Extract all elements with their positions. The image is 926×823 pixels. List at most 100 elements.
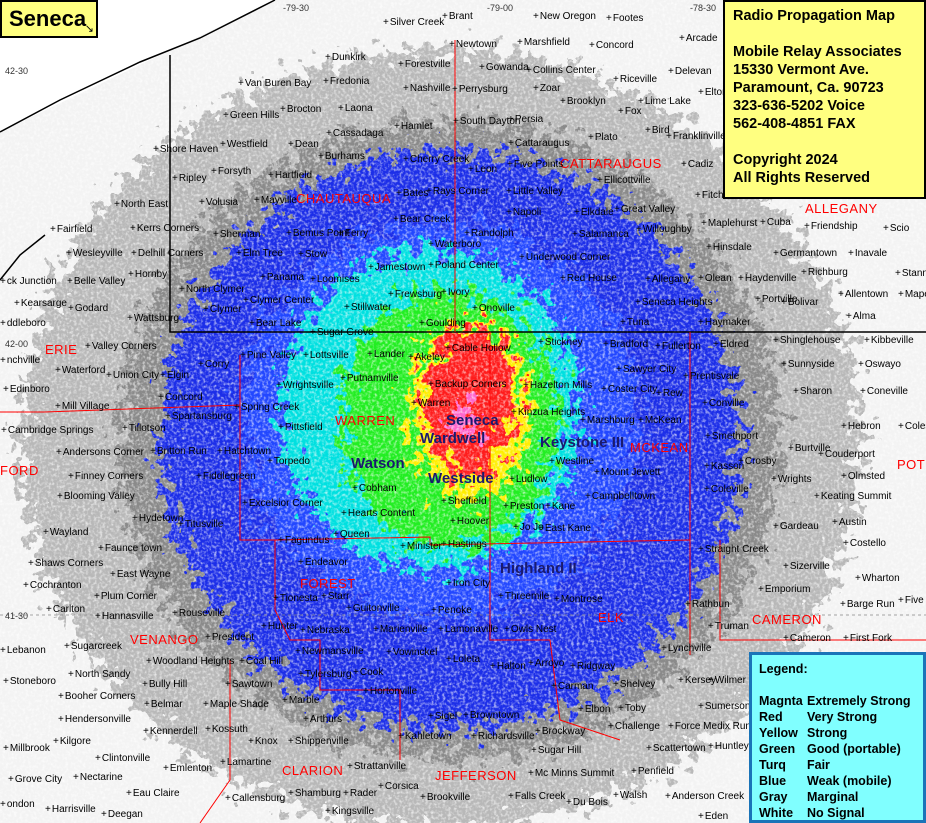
town-label: Richburg	[801, 267, 848, 278]
site-label: Wardwell	[420, 430, 486, 447]
town-label: Queen	[333, 529, 370, 540]
town-label: Napoli	[506, 207, 541, 218]
town-label: Ivory	[441, 287, 470, 298]
town-label: Wayland	[43, 527, 89, 538]
town-label: Stow	[298, 249, 327, 260]
arrow-icon: ↘	[84, 23, 94, 35]
town-label: Arthurs	[303, 714, 342, 725]
town-label: Eau Claire	[126, 788, 180, 799]
town-label: Hendersonville	[58, 714, 131, 725]
legend-row: Magnta Extremely Strong	[759, 693, 923, 709]
town-label: Kingsville	[325, 806, 374, 817]
town-label: Sigel	[428, 711, 457, 722]
town-label: Stickney	[538, 337, 583, 348]
town-label: Brockway	[535, 726, 585, 737]
town-label: Pittsfield	[278, 422, 323, 433]
town-label: Elbon	[578, 704, 611, 715]
town-label: Westfield	[220, 139, 268, 150]
town-label: Fullerton	[655, 341, 701, 352]
town-label: Tuna	[620, 317, 649, 328]
town-label: Bear Creek	[393, 214, 451, 225]
town-label: Cherry Creek	[403, 154, 469, 165]
town-label: Ripley	[172, 173, 207, 184]
town-label: North Sandy	[68, 669, 131, 680]
town-label: Kerrs Corners	[130, 223, 199, 234]
town-label: Sheffield	[441, 496, 487, 507]
town-label: Bear Lake	[249, 318, 302, 329]
town-label: Tillotson	[122, 423, 166, 434]
town-label: Pine Valley	[240, 350, 296, 361]
town-label: Coster City	[601, 384, 657, 395]
town-label: Jo Jo	[513, 522, 544, 533]
town-label: Guitonville	[346, 603, 400, 614]
town-label: Poland Center	[428, 260, 499, 271]
town-label: Perrysburg	[452, 84, 508, 95]
town-label: Salamanca	[572, 229, 629, 240]
town-label: Kersey	[678, 675, 716, 686]
county-label: JEFFERSON	[435, 768, 517, 783]
town-label: Endeavor	[298, 557, 348, 568]
town-label: Preston	[503, 501, 544, 512]
town-label: Sugar Hill	[531, 745, 581, 756]
town-label: Clymer Center	[243, 295, 314, 306]
town-label: Booher Corners	[58, 691, 136, 702]
town-label: Hoover	[450, 516, 489, 527]
town-label: Stoneboro	[3, 676, 56, 687]
town-label: Mc Minns Summit	[528, 768, 614, 779]
town-label: Scattertown	[646, 743, 706, 754]
town-label: Lamonaville	[438, 624, 498, 635]
town-label: Oswayo	[858, 359, 901, 370]
site-label: Watson	[351, 455, 405, 472]
town-label: Anderson Creek	[665, 791, 744, 802]
town-label: Loleta	[446, 654, 480, 665]
town-label: Crosby	[738, 456, 777, 467]
town-label: Arcade	[679, 33, 718, 44]
town-label: Bates	[396, 188, 429, 199]
town-label: Harrisville	[45, 804, 96, 815]
town-label: Kossuth	[205, 724, 248, 735]
legend-row: Gray Marginal	[759, 789, 923, 805]
town-label: Concord	[158, 392, 203, 403]
town-label: Jamestown	[368, 262, 426, 273]
town-label: Bird	[645, 125, 670, 136]
town-label: Mapes	[898, 289, 926, 300]
town-label: Maplehurst	[701, 218, 757, 229]
town-label: Sugar Grove	[310, 327, 374, 338]
town-label: Straight Creek	[698, 544, 769, 555]
town-label: Hamlet	[394, 121, 433, 132]
town-label: Germantown	[773, 248, 837, 259]
town-label: Sizerville	[783, 561, 830, 572]
town-label: North Clymer	[179, 284, 245, 295]
town-label: Elm Tree	[236, 248, 283, 259]
town-label: Waterford	[55, 365, 106, 376]
town-label: Gowanda	[479, 62, 529, 73]
town-label: Mayville	[254, 195, 297, 206]
town-label: Prentisvale	[683, 371, 739, 382]
legend-color-name: White	[759, 806, 794, 820]
town-label: Burhams	[318, 151, 365, 162]
info-rights: All Rights Reserved	[733, 170, 870, 186]
town-label: Akeley	[408, 352, 445, 363]
graticule-label: -78-30	[690, 3, 717, 13]
town-label: Lamartine	[220, 757, 271, 768]
town-label: Ridgway	[570, 661, 615, 672]
town-label: Vowinckel	[386, 647, 437, 658]
town-label: Bully Hill	[142, 679, 187, 690]
town-label: Cochranton	[23, 580, 82, 591]
town-label: Rader	[343, 788, 377, 799]
town-label: Silver Creek	[383, 17, 444, 28]
town-label: Delhill Corners	[131, 248, 204, 259]
town-label: Brookville	[420, 792, 470, 803]
town-label: Hortonville	[363, 686, 417, 697]
town-label: Minister	[400, 541, 442, 552]
town-label: Walsh	[613, 790, 647, 801]
town-label: Sumerson	[698, 701, 751, 712]
town-label: Ellicottville	[597, 175, 651, 186]
town-label: Great Valley	[614, 204, 675, 215]
town-label: Cadiz	[681, 159, 714, 170]
town-label: Shelvey	[613, 679, 656, 690]
town-label: Ferry	[338, 228, 368, 239]
town-label: Mount Jewett	[594, 467, 660, 478]
town-label: Brocton	[280, 104, 321, 115]
